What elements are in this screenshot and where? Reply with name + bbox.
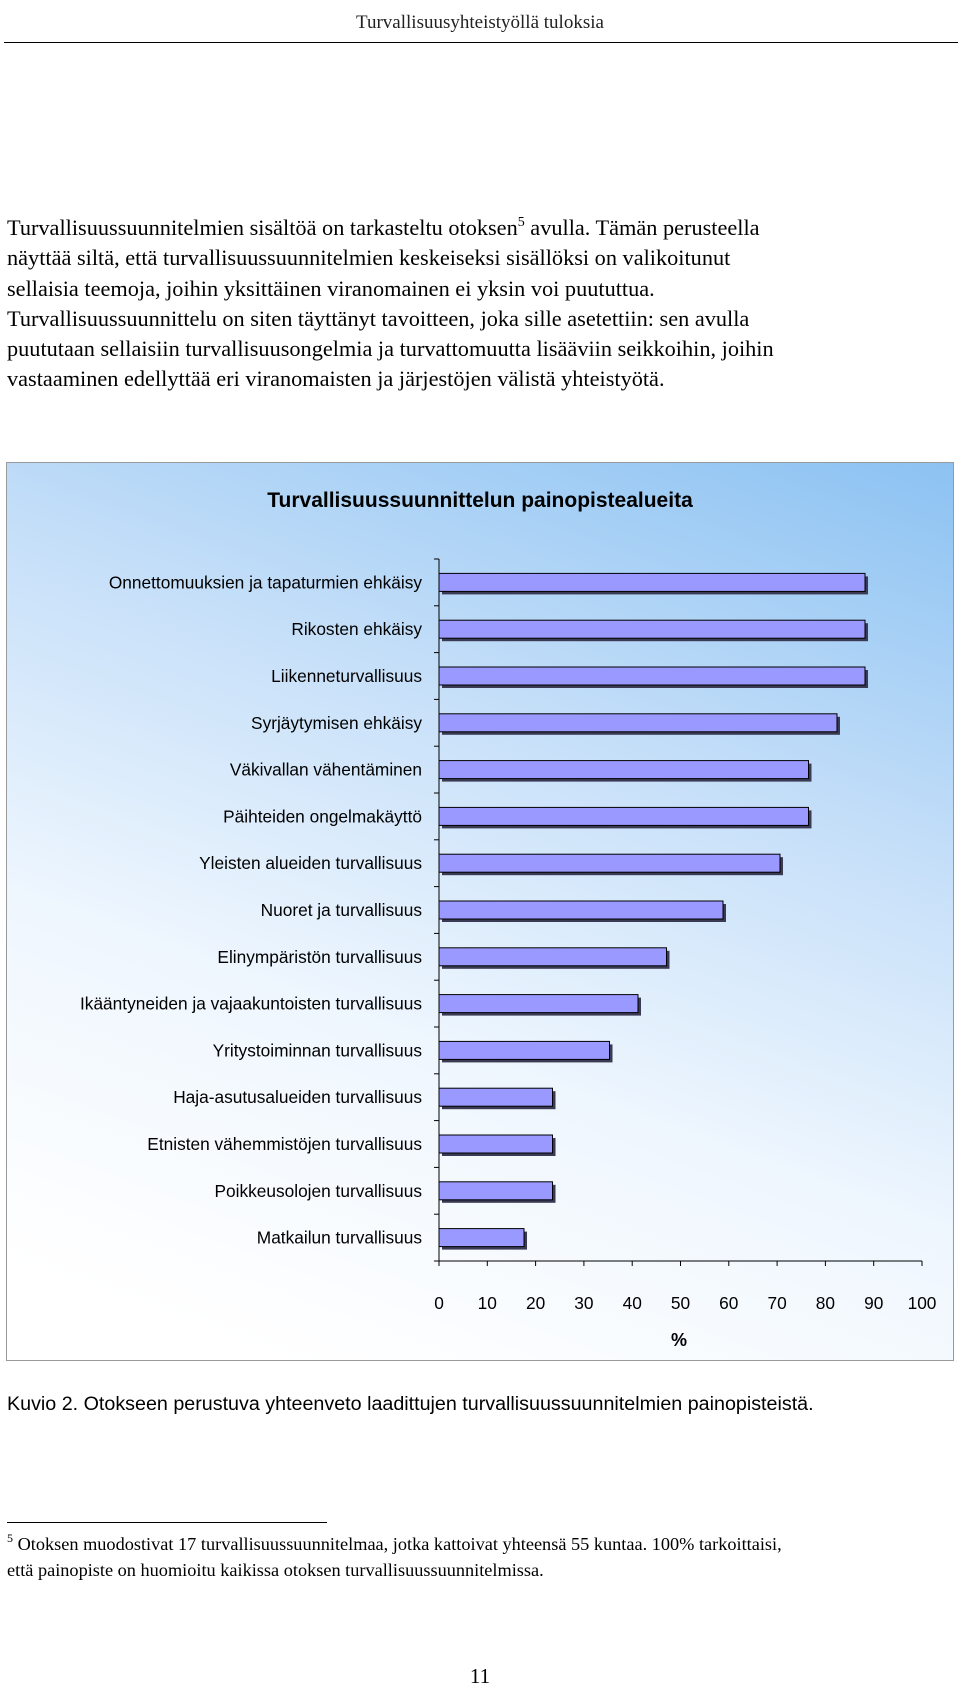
category-label: Onnettomuuksien ja tapaturmien ehkäisy (109, 572, 423, 592)
bar (438, 572, 866, 592)
bar (438, 713, 838, 733)
bar (438, 760, 809, 780)
category-label: Matkailun turvallisuus (257, 1228, 423, 1248)
x-tick-label: 80 (816, 1293, 835, 1313)
figure-caption: Kuvio 2. Otokseen perustuva yhteenveto l… (7, 1393, 814, 1415)
bar-chart: Turvallisuussuunnittelun painopistealuei… (80, 489, 937, 1350)
x-tick-label: 50 (671, 1293, 690, 1313)
paragraph-line: näyttää siltä, että turvallisuussuunnite… (7, 245, 731, 271)
bar (438, 1040, 610, 1060)
footnote: 5 Otoksen muodostivat 17 turvallisuussuu… (7, 1531, 957, 1583)
page-number: 11 (469, 1664, 491, 1688)
bar (438, 1228, 525, 1248)
paragraph-line: vastaaminen edellyttää eri viranomaisten… (7, 366, 665, 392)
running-header: Turvallisuusyhteistyöllä tuloksia (356, 12, 604, 33)
paragraph-line: sellaisia teemoja, joihin yksittäinen vi… (7, 275, 655, 301)
category-label: Elinympäristön turvallisuus (217, 947, 422, 967)
paragraph-text: avulla. Tämän perusteella (524, 215, 760, 240)
bar (438, 853, 781, 873)
bar (438, 1181, 554, 1201)
x-tick-label: 60 (719, 1293, 738, 1313)
category-label: Nuoret ja turvallisuus (261, 900, 423, 920)
category-label: Väkivallan vähentäminen (230, 760, 422, 780)
bar (438, 1087, 554, 1107)
x-tick-label: 100 (908, 1293, 937, 1313)
category-label: Syrjäytymisen ehkäisy (251, 713, 422, 733)
x-tick-label: 70 (767, 1293, 786, 1313)
chart-title: Turvallisuussuunnittelun painopistealuei… (267, 489, 693, 512)
footnote-reference[interactable]: 5 (517, 215, 525, 230)
category-label: Yritystoiminnan turvallisuus (213, 1040, 423, 1060)
bar (438, 619, 866, 639)
footnote-line: että painopiste on huomioitu kaikissa ot… (7, 1560, 544, 1580)
chart-container: Turvallisuussuunnittelun painopistealuei… (6, 462, 954, 1361)
x-tick-label: 40 (623, 1293, 642, 1313)
category-label: Rikosten ehkäisy (291, 619, 422, 639)
bar (438, 666, 866, 686)
bar (438, 900, 724, 920)
paragraph-line: puututaan sellaisiin turvallisuusongelmi… (7, 336, 774, 362)
paragraph-line: Turvallisuussuunnittelu on siten täyttän… (7, 305, 750, 331)
paragraph-text: Turvallisuussuunnitelmien sisältöä on ta… (7, 215, 518, 240)
footnote-line: 5 Otoksen muodostivat 17 turvallisuussuu… (7, 1531, 957, 1557)
header-rule (4, 42, 958, 43)
footnote-text: Otoksen muodostivat 17 turvallisuussuunn… (13, 1534, 782, 1554)
body-paragraph: Turvallisuussuunnitelmien sisältöä on ta… (7, 213, 953, 395)
category-label: Etnisten vähemmistöjen turvallisuus (147, 1134, 422, 1154)
category-label: Poikkeusolojen turvallisuus (215, 1181, 423, 1201)
bar (438, 947, 667, 967)
footnote-rule (7, 1522, 327, 1523)
bar (438, 1134, 554, 1154)
x-tick-label: 90 (864, 1293, 883, 1313)
x-tick-label: 0 (434, 1293, 444, 1313)
footnote-mark: 5 (7, 1531, 13, 1545)
category-label: Liikenneturvallisuus (271, 666, 422, 686)
category-label: Ikääntyneiden ja vajaakuntoisten turvall… (80, 994, 422, 1014)
category-label: Yleisten alueiden turvallisuus (199, 853, 422, 873)
bar (438, 994, 639, 1014)
category-label: Haja-asutusalueiden turvallisuus (173, 1087, 422, 1107)
x-axis-label: % (671, 1330, 687, 1350)
category-label: Päihteiden ongelmakäyttö (223, 806, 422, 826)
x-tick-label: 20 (526, 1293, 545, 1313)
paragraph-line: Turvallisuussuunnitelmien sisältöä on ta… (7, 213, 953, 243)
x-tick-label: 10 (478, 1293, 497, 1313)
bar (438, 806, 809, 826)
x-tick-label: 30 (574, 1293, 593, 1313)
